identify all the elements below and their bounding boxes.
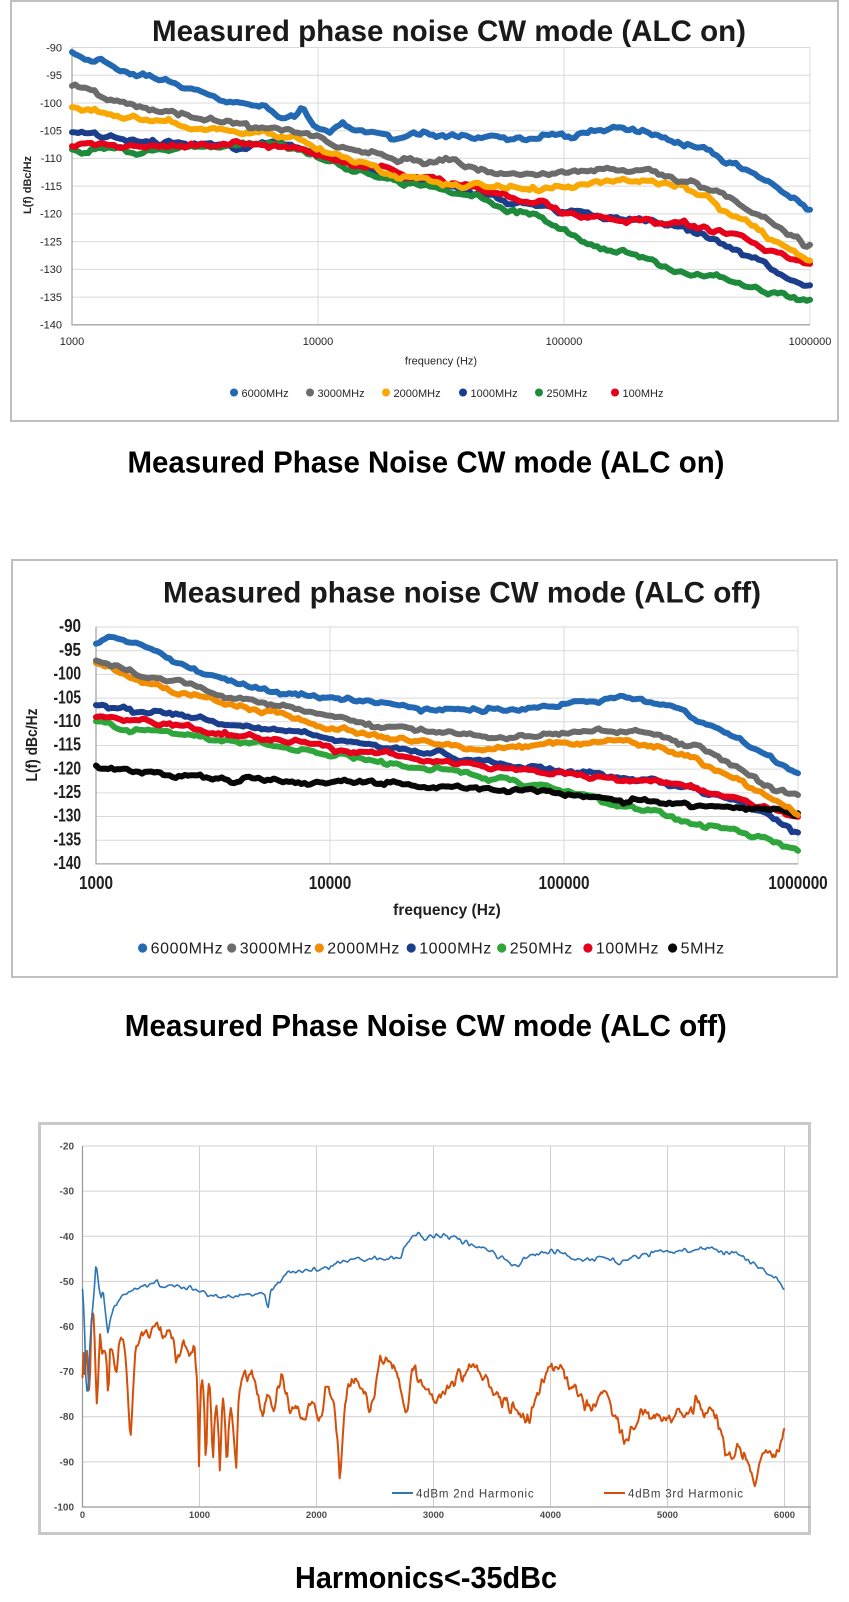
- svg-text:1000: 1000: [189, 1510, 210, 1521]
- svg-text:1000MHz: 1000MHz: [471, 388, 518, 400]
- svg-text:-105: -105: [40, 126, 62, 138]
- svg-text:Measured Phase Noise CW mode: Measured Phase Noise CW mode (ALC off): [125, 1008, 727, 1043]
- svg-text:-110: -110: [41, 153, 62, 165]
- svg-text:-90: -90: [59, 616, 81, 636]
- svg-text:-115: -115: [41, 181, 62, 193]
- svg-text:L(f) dBc/Hz: L(f) dBc/Hz: [22, 155, 34, 214]
- svg-text:1000MHz: 1000MHz: [419, 941, 492, 958]
- svg-text:100MHz: 100MHz: [623, 388, 664, 400]
- svg-text:1000000: 1000000: [768, 873, 828, 893]
- svg-text:100000: 100000: [539, 873, 590, 893]
- svg-text:-100: -100: [54, 664, 82, 684]
- svg-text:5000: 5000: [657, 1510, 678, 1521]
- svg-text:-95: -95: [59, 640, 81, 660]
- svg-text:-40: -40: [60, 1232, 75, 1243]
- svg-text:-105: -105: [54, 687, 82, 707]
- svg-text:4dBm 2nd Harmonic: 4dBm 2nd Harmonic: [416, 1489, 534, 1501]
- svg-text:10000: 10000: [303, 336, 334, 348]
- svg-text:-90: -90: [60, 1457, 75, 1468]
- svg-text:6000MHz: 6000MHz: [242, 388, 289, 400]
- svg-text:frequency (Hz): frequency (Hz): [393, 902, 501, 919]
- svg-text:-95: -95: [46, 70, 62, 82]
- svg-text:2000MHz: 2000MHz: [327, 941, 400, 958]
- svg-text:1000: 1000: [79, 873, 113, 893]
- svg-text:-125: -125: [54, 782, 82, 802]
- svg-text:3000MHz: 3000MHz: [240, 941, 313, 958]
- svg-text:2000MHz: 2000MHz: [394, 388, 441, 400]
- svg-text:3000: 3000: [423, 1510, 444, 1521]
- svg-text:-140: -140: [54, 853, 82, 873]
- svg-text:250MHz: 250MHz: [547, 388, 588, 400]
- svg-text:-80: -80: [60, 1412, 75, 1423]
- svg-text:0: 0: [80, 1510, 85, 1521]
- svg-text:-135: -135: [54, 829, 82, 849]
- svg-text:-60: -60: [60, 1322, 75, 1333]
- svg-text:-30: -30: [60, 1187, 75, 1198]
- svg-text:L(f) dBc/Hz: L(f) dBc/Hz: [24, 709, 41, 782]
- svg-text:10000: 10000: [309, 873, 352, 893]
- svg-text:-135: -135: [40, 292, 62, 304]
- svg-text:-125: -125: [40, 236, 62, 248]
- svg-text:-50: -50: [60, 1277, 75, 1288]
- svg-text:100000: 100000: [546, 336, 583, 348]
- svg-text:4000: 4000: [540, 1510, 561, 1521]
- svg-text:3000MHz: 3000MHz: [318, 388, 365, 400]
- svg-text:-70: -70: [60, 1367, 75, 1378]
- svg-text:-140: -140: [40, 320, 62, 332]
- svg-text:250MHz: 250MHz: [510, 941, 573, 958]
- svg-text:-120: -120: [54, 758, 82, 778]
- svg-text:6000MHz: 6000MHz: [151, 941, 224, 958]
- svg-text:Harmonics<-35dBc: Harmonics<-35dBc: [295, 1560, 557, 1595]
- svg-text:5MHz: 5MHz: [681, 941, 725, 958]
- svg-text:100MHz: 100MHz: [596, 941, 659, 958]
- svg-text:6000: 6000: [774, 1510, 795, 1521]
- svg-text:Measured Phase Noise CW mode: Measured Phase Noise CW mode (ALC on): [128, 445, 725, 480]
- svg-text:-120: -120: [40, 209, 62, 221]
- svg-text:-90: -90: [46, 42, 62, 54]
- svg-text:1000000: 1000000: [789, 336, 832, 348]
- svg-text:4dBm 3rd Harmonic: 4dBm 3rd Harmonic: [628, 1489, 744, 1501]
- svg-text:-130: -130: [40, 264, 62, 276]
- svg-text:-110: -110: [54, 711, 82, 731]
- svg-text:Measured phase noise CW mode (: Measured phase noise CW mode (ALC on): [152, 15, 746, 48]
- svg-text:frequency (Hz): frequency (Hz): [405, 356, 477, 368]
- svg-text:-130: -130: [54, 806, 82, 826]
- svg-text:Measured phase noise CW mode (: Measured phase noise CW mode (ALC off): [163, 577, 761, 610]
- svg-text:-115: -115: [54, 735, 82, 755]
- svg-text:2000: 2000: [306, 1510, 327, 1521]
- svg-text:-100: -100: [54, 1503, 74, 1514]
- svg-text:-20: -20: [60, 1142, 75, 1153]
- svg-text:-100: -100: [40, 98, 62, 110]
- svg-text:1000: 1000: [60, 336, 84, 348]
